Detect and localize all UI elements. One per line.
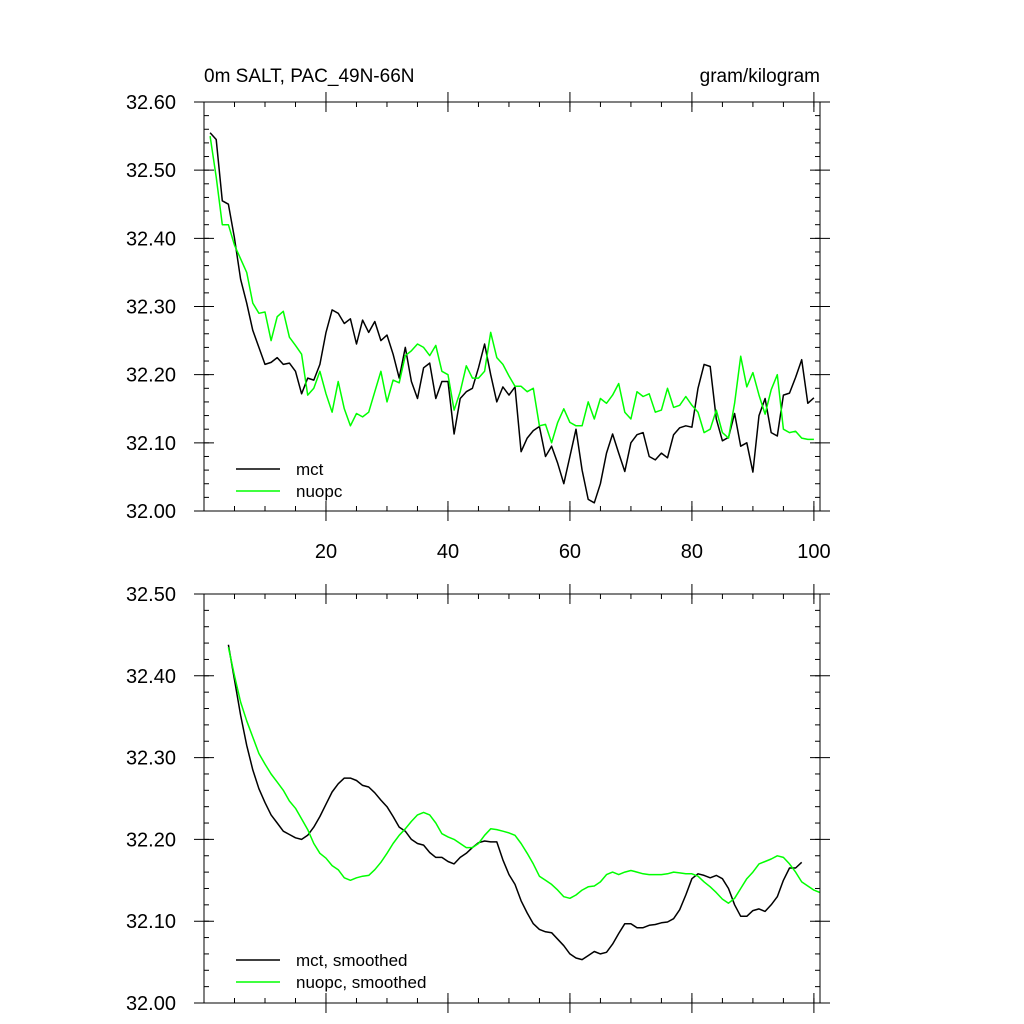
y-tick-label: 32.40 xyxy=(126,666,176,688)
bottom-panel-legend: mct, smoothed nuopc, smoothed xyxy=(236,951,426,992)
x-tick-label: 100 xyxy=(797,541,830,563)
top-panel: 0m SALT, PAC_49N-66N gram/kilogram 32.00… xyxy=(126,66,831,563)
bottom-panel-ticks: 32.00 32.10 32.20 32.30 32.40 32.50 xyxy=(126,584,830,1015)
top-panel-legend: mct nuopc xyxy=(236,460,343,501)
chart-units: gram/kilogram xyxy=(700,66,820,87)
y-tick-label: 32.30 xyxy=(126,297,176,319)
series-line-nuopc-smoothed xyxy=(227,647,821,904)
chart-title: 0m SALT, PAC_49N-66N xyxy=(204,66,415,87)
y-tick-label: 32.30 xyxy=(126,748,176,770)
y-tick-label: 32.50 xyxy=(126,160,176,182)
x-tick-label: 40 xyxy=(437,541,459,563)
y-tick-label: 32.10 xyxy=(126,433,176,455)
y-tick-label: 32.60 xyxy=(126,92,176,114)
bottom-panel: 32.00 32.10 32.20 32.30 32.40 32.50 mct, smoo… xyxy=(126,584,830,1015)
top-panel-frame xyxy=(203,101,821,512)
x-tick-label: 80 xyxy=(681,541,703,563)
y-tick-label: 32.50 xyxy=(126,584,176,606)
series-line-mct-smoothed xyxy=(227,644,803,961)
series-line-mct xyxy=(209,132,815,504)
y-tick-label: 32.40 xyxy=(126,228,176,250)
legend-label-mct-smoothed: mct, smoothed xyxy=(296,951,408,970)
top-panel-series xyxy=(209,132,815,504)
x-tick-label: 20 xyxy=(315,541,337,563)
y-tick-label: 32.00 xyxy=(126,993,176,1015)
series-line-nuopc xyxy=(209,135,814,444)
y-tick-label: 32.20 xyxy=(126,365,176,387)
y-tick-label: 32.10 xyxy=(126,911,176,933)
legend-label-mct: mct xyxy=(296,460,324,479)
legend-label-nuopc: nuopc xyxy=(296,482,343,501)
bottom-panel-frame xyxy=(203,593,821,1004)
x-tick-label: 60 xyxy=(559,541,581,563)
y-tick-label: 32.00 xyxy=(126,501,176,523)
bottom-panel-series xyxy=(227,644,821,961)
legend-label-nuopc-smoothed: nuopc, smoothed xyxy=(296,973,426,992)
top-panel-ticks: 32.00 32.10 32.20 32.30 32.40 32.50 32.60 20 40 6… xyxy=(126,92,831,563)
y-tick-label: 32.20 xyxy=(126,829,176,851)
